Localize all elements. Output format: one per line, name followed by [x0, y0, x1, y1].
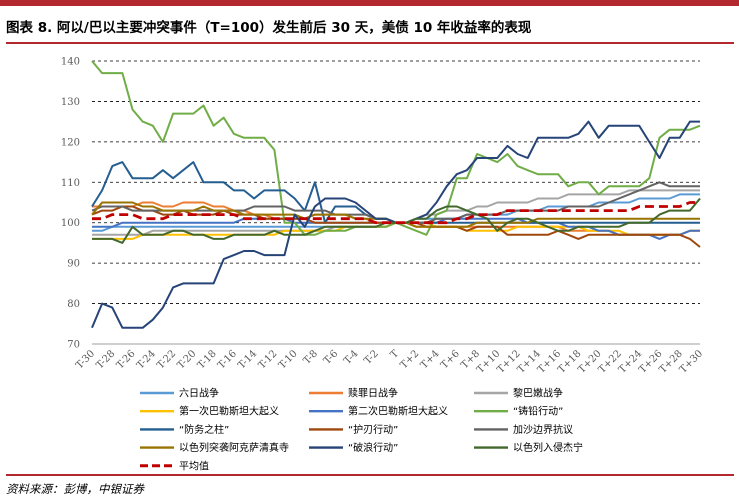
x-tick-label: T-24: [135, 348, 158, 371]
legend-label: “铸铅行动”: [513, 405, 563, 418]
legend-label: 第一次巴勒斯坦大起义: [179, 405, 279, 418]
x-tick-label: T+4: [419, 348, 442, 371]
x-tick-label: T-6: [322, 348, 340, 366]
series-line: [92, 193, 700, 232]
legend-label: “破浪行动”: [348, 441, 398, 454]
x-tick-label: T+2: [398, 348, 421, 371]
series-line: [91, 161, 700, 224]
y-tick-label: 90: [67, 259, 80, 270]
x-tick-label: T-12: [257, 348, 280, 371]
series-line: [92, 189, 700, 236]
x-tick-label: T-14: [236, 348, 259, 371]
y-tick-label: 100: [61, 218, 80, 229]
legend-label: “防务之柱”: [179, 423, 229, 436]
x-tick-label: T-22: [155, 348, 178, 371]
legend-label: 加沙边界抗议: [513, 423, 573, 436]
legend-label: 第二次巴勒斯坦大起义: [348, 405, 448, 418]
legend-label: “护刃行动”: [348, 423, 398, 436]
y-tick-label: 70: [67, 340, 80, 351]
x-tick-label: T-16: [216, 348, 239, 371]
series-line: [92, 201, 700, 225]
x-tick-label: T-4: [342, 348, 360, 366]
x-tick-label: T-20: [175, 348, 198, 371]
legend-label: 平均值: [179, 459, 209, 472]
legend-label: 以色列突袭阿克萨清真寺: [179, 441, 289, 454]
legend-label: 以色列入侵杰宁: [513, 441, 583, 454]
y-tick-label: 120: [61, 137, 80, 148]
legend-label: 六日战争: [179, 387, 219, 400]
x-axis: T-30T-28T-26T-24T-22T-20T-18T-16T-14T-12…: [74, 348, 705, 376]
x-tick-label: T+30: [678, 348, 705, 375]
source-note: 资料来源：彭博，中银证券: [6, 482, 144, 496]
x-tick-label: T: [389, 348, 402, 361]
x-tick-label: T-2: [362, 348, 380, 366]
y-tick-label: 80: [67, 299, 80, 310]
x-tick-label: T-26: [115, 348, 138, 371]
legend-label: 黎巴嫩战争: [513, 387, 563, 400]
x-tick-label: T-10: [277, 348, 300, 371]
figure-title: 图表 8. 阿以/巴以主要冲突事件（T=100）发生前后 30 天，美债 10 …: [6, 20, 532, 36]
x-tick-label: T+6: [439, 348, 462, 371]
y-tick-label: 130: [61, 97, 80, 108]
series-lines: [91, 60, 701, 329]
source-rule: [6, 474, 734, 476]
y-tick-label: 140: [61, 57, 80, 68]
top-accent-bar: [0, 0, 739, 6]
series-line: [92, 197, 701, 244]
x-tick-label: T-8: [302, 348, 320, 366]
series-line: [91, 120, 700, 329]
x-tick-label: T-30: [74, 348, 97, 371]
legend-label: 赎罪日战争: [348, 387, 398, 400]
x-tick-label: T-28: [94, 348, 117, 371]
y-axis: 70 80 90 100 110 120 130 140: [61, 57, 80, 351]
y-tick-label: 110: [61, 178, 80, 189]
title-rule: [6, 42, 734, 44]
x-tick-label: T-18: [196, 348, 219, 371]
series-line: [91, 60, 701, 236]
